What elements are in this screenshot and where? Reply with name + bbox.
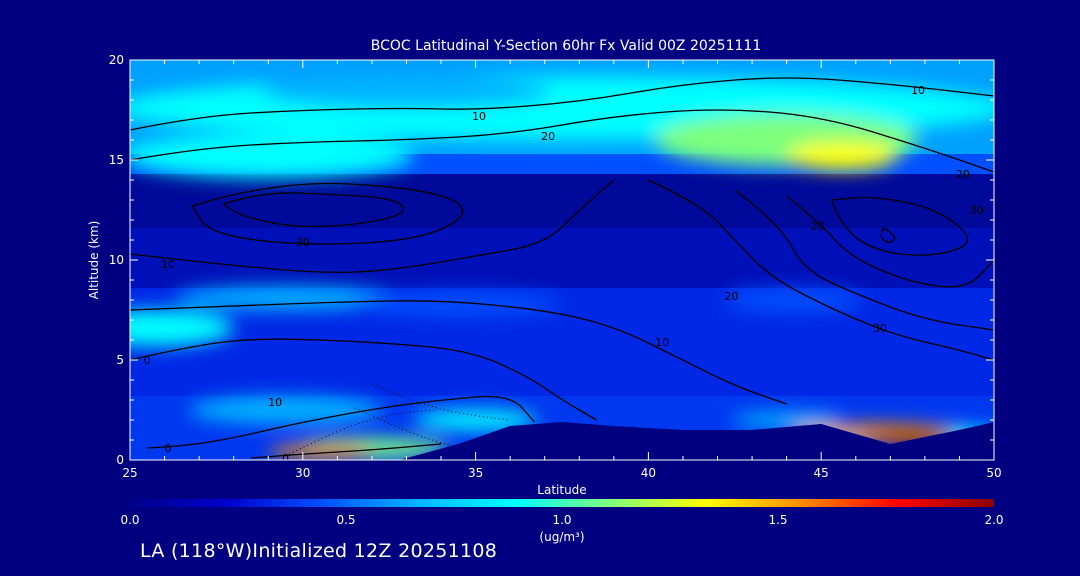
- concentration-band: [130, 174, 994, 228]
- concentration-field: [130, 76, 994, 459]
- contour-lines: [130, 77, 994, 459]
- y-tick-label: 10: [109, 253, 124, 267]
- concentration-blob: [130, 310, 234, 346]
- contour-line: [648, 179, 994, 361]
- contour-line: [222, 192, 405, 228]
- contour-line-dotted: [285, 409, 435, 457]
- colorbar-bar: [130, 499, 994, 507]
- concentration-blob: [268, 445, 372, 459]
- contour-label: 10: [655, 336, 669, 349]
- contour-labels: 10 20 10 20 30 30 10 20 20 30 10 0 10 0 0: [144, 84, 984, 465]
- concentration-blob: [354, 292, 562, 316]
- contour-line: [147, 395, 535, 449]
- x-tick-label: 40: [641, 466, 656, 480]
- y-tick-label: 15: [109, 153, 124, 167]
- y-axis-label: Altitude (km): [87, 221, 101, 300]
- contour-line: [130, 109, 994, 173]
- y-tick-label: 20: [109, 53, 124, 67]
- contour-line: [734, 189, 994, 331]
- contour-label: 30: [970, 204, 984, 217]
- colorbar-tick-label: 0.5: [336, 513, 355, 527]
- contour-label: 20: [724, 290, 738, 303]
- contour-line-dotted: [354, 407, 459, 449]
- contour-label: 10: [911, 84, 925, 97]
- colorbar: 0.0 0.5 1.0 1.5 2.0 (ug/m³): [120, 499, 1004, 544]
- concentration-blob: [724, 288, 863, 312]
- contour-label: 10: [472, 110, 486, 123]
- contour-label: 0: [144, 354, 151, 367]
- x-axis-label: Latitude: [537, 483, 586, 497]
- contour-label: 30: [873, 322, 887, 335]
- plot-area: 10 20 10 20 30 30 10 20 20 30 10 0 10 0 0: [130, 60, 994, 465]
- terrain-polygon: [130, 422, 994, 460]
- concentration-blob: [731, 412, 842, 428]
- contour-line: [130, 338, 597, 421]
- y-axis: 0 5 10 15 20: [109, 53, 994, 467]
- concentration-blob: [413, 410, 538, 430]
- x-axis: 25 30 35 40 45 50: [122, 60, 1002, 480]
- concentration-band: [130, 228, 994, 288]
- x-tick-label: 35: [468, 466, 483, 480]
- colorbar-ticks: 0.0 0.5 1.0 1.5 2.0: [120, 513, 1003, 527]
- terrain: [130, 422, 994, 460]
- x-tick-label: 50: [986, 466, 1001, 480]
- contour-label: 20: [811, 220, 825, 233]
- colorbar-tick-label: 0.0: [120, 513, 139, 527]
- contour-label: 0: [282, 452, 289, 465]
- contour-line: [880, 227, 896, 243]
- colorbar-unit-label: (ug/m³): [539, 530, 584, 544]
- contour-line: [830, 196, 968, 256]
- contour-label: 0: [165, 442, 172, 455]
- contour-line: [191, 182, 464, 245]
- contour-label: 20: [956, 168, 970, 181]
- contour-line: [250, 443, 442, 459]
- y-tick-label: 0: [116, 453, 124, 467]
- concentration-blob: [130, 134, 414, 178]
- contour-label: 10: [268, 396, 282, 409]
- x-tick-label: 45: [814, 466, 829, 480]
- contour-line: [130, 179, 615, 273]
- colorbar-tick-label: 1.0: [552, 513, 571, 527]
- colorbar-tick-label: 1.5: [768, 513, 787, 527]
- contour-label: 20: [541, 130, 555, 143]
- concentration-blob: [174, 286, 397, 310]
- contour-label: 10: [161, 258, 175, 271]
- colorbar-tick-label: 2.0: [984, 513, 1003, 527]
- x-tick-label: 30: [295, 466, 310, 480]
- contour-line: [130, 77, 994, 131]
- chart-title: BCOC Latitudinal Y-Section 60hr Fx Valid…: [371, 38, 761, 54]
- concentration-blob: [786, 142, 898, 170]
- y-tick-label: 5: [116, 353, 124, 367]
- contour-line: [786, 195, 994, 288]
- contour-line: [130, 300, 787, 405]
- footer-initialization-text: LA (118°W)Initialized 12Z 20251108: [140, 540, 498, 562]
- x-tick-label: 25: [122, 466, 137, 480]
- concentration-blob: [261, 76, 552, 108]
- concentration-blob: [188, 396, 383, 424]
- contour-label: 30: [296, 236, 310, 249]
